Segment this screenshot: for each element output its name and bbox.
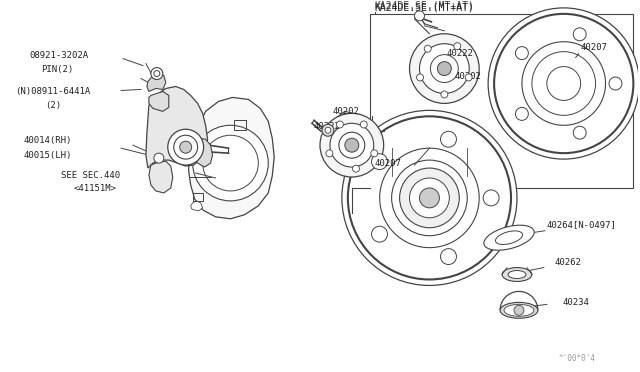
Circle shape [173, 135, 198, 159]
Text: 40015(LH): 40015(LH) [24, 151, 72, 160]
Circle shape [465, 74, 472, 81]
Text: ^'00*0'4: ^'00*0'4 [559, 353, 596, 363]
Text: 40264[N-0497]: 40264[N-0497] [547, 220, 617, 229]
Polygon shape [149, 161, 173, 193]
Circle shape [419, 188, 440, 208]
Circle shape [353, 165, 360, 172]
Text: KA24DE.SE.(MT+AT): KA24DE.SE.(MT+AT) [374, 1, 475, 11]
Ellipse shape [484, 225, 534, 250]
Circle shape [339, 132, 365, 158]
Circle shape [494, 14, 634, 153]
Circle shape [360, 121, 367, 128]
Bar [234, 120, 246, 130]
Circle shape [437, 62, 451, 76]
Ellipse shape [500, 302, 538, 318]
Circle shape [515, 108, 529, 121]
Polygon shape [147, 73, 166, 92]
Polygon shape [149, 92, 169, 111]
Text: <41151M>: <41151M> [74, 185, 116, 193]
Text: 40207: 40207 [374, 158, 401, 167]
Text: 40207: 40207 [580, 43, 607, 52]
Text: 40202: 40202 [333, 107, 360, 116]
Circle shape [483, 190, 499, 206]
Circle shape [348, 116, 511, 279]
Circle shape [330, 123, 374, 167]
Circle shape [203, 135, 259, 191]
Circle shape [547, 67, 580, 100]
Text: (N)08911-6441A: (N)08911-6441A [15, 87, 91, 96]
Ellipse shape [495, 231, 523, 244]
Circle shape [488, 8, 639, 159]
Bar [370, 14, 634, 188]
Circle shape [609, 77, 622, 90]
Circle shape [380, 148, 479, 248]
Polygon shape [189, 97, 274, 219]
Polygon shape [191, 201, 203, 211]
Circle shape [410, 34, 479, 103]
Circle shape [419, 44, 469, 93]
Text: SEE SEC.440: SEE SEC.440 [61, 170, 120, 180]
Text: (2): (2) [45, 101, 61, 110]
Text: 40234: 40234 [563, 298, 589, 307]
Polygon shape [194, 138, 212, 167]
Ellipse shape [504, 304, 534, 316]
Circle shape [415, 11, 424, 21]
Text: 40222: 40222 [313, 122, 340, 131]
Circle shape [320, 113, 383, 177]
Text: 40262: 40262 [555, 258, 582, 267]
Circle shape [417, 74, 424, 81]
Circle shape [322, 124, 334, 136]
Text: 40222: 40222 [446, 49, 473, 58]
Circle shape [326, 150, 333, 157]
Circle shape [180, 141, 191, 153]
Circle shape [399, 168, 460, 228]
Circle shape [410, 178, 449, 218]
Circle shape [342, 110, 517, 285]
Circle shape [168, 129, 204, 165]
Circle shape [154, 71, 160, 77]
Circle shape [431, 55, 458, 83]
Circle shape [372, 154, 387, 170]
Polygon shape [417, 38, 442, 71]
Circle shape [441, 91, 448, 98]
Circle shape [193, 125, 268, 201]
Circle shape [371, 150, 378, 157]
Circle shape [440, 248, 456, 264]
Text: 40202: 40202 [454, 72, 481, 81]
Circle shape [408, 176, 451, 220]
Ellipse shape [502, 267, 532, 282]
Text: KA24DE.SE.(MT+AT): KA24DE.SE.(MT+AT) [374, 3, 475, 13]
Circle shape [154, 153, 164, 163]
Bar [193, 193, 203, 201]
Text: 40014(RH): 40014(RH) [24, 136, 72, 145]
Circle shape [522, 42, 605, 125]
Text: 08921-3202A: 08921-3202A [29, 51, 88, 60]
Circle shape [440, 131, 456, 147]
Circle shape [325, 127, 331, 133]
Circle shape [337, 121, 344, 128]
Circle shape [151, 68, 163, 80]
Polygon shape [329, 111, 360, 143]
Circle shape [345, 138, 359, 152]
Circle shape [514, 305, 524, 315]
Circle shape [372, 226, 387, 242]
Circle shape [515, 46, 529, 60]
Circle shape [454, 43, 461, 49]
Polygon shape [146, 86, 207, 168]
Ellipse shape [508, 270, 526, 279]
Circle shape [392, 160, 467, 236]
Circle shape [573, 126, 586, 139]
Text: PIN(2): PIN(2) [42, 65, 74, 74]
Circle shape [424, 45, 431, 52]
Circle shape [532, 52, 596, 115]
Circle shape [573, 28, 586, 41]
